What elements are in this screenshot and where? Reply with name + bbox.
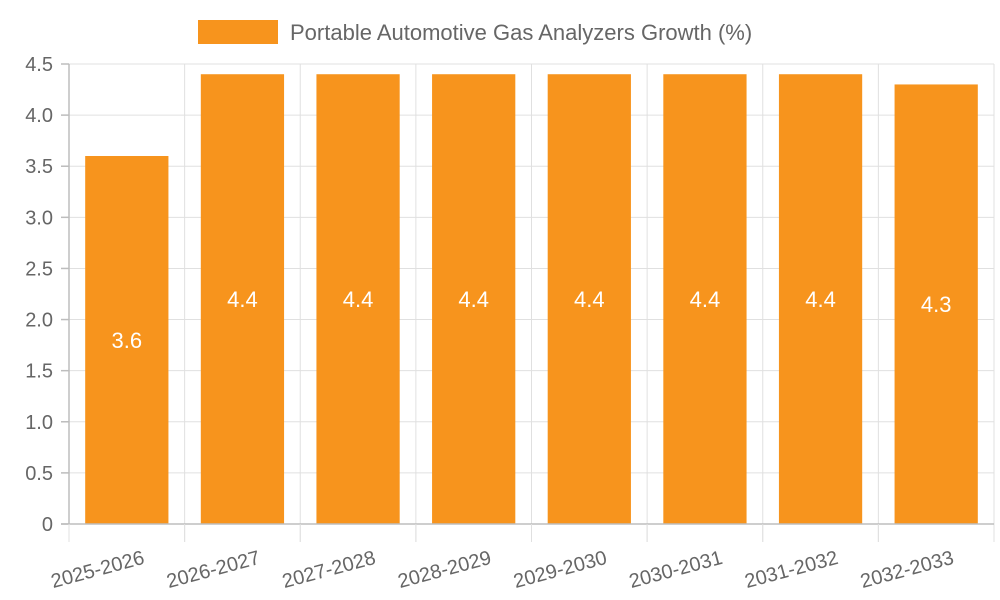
y-tick-label: 1.0	[25, 412, 53, 434]
data-label: 4.4	[690, 287, 721, 312]
bar[interactable]	[316, 74, 400, 524]
x-tick-label: 2030-2031	[627, 547, 725, 593]
x-tick-label: 2026-2027	[164, 547, 262, 593]
y-tick-label: 3.0	[25, 207, 53, 229]
bar[interactable]	[200, 74, 285, 524]
x-tick-label: 2029-2030	[511, 547, 609, 593]
data-label: 4.4	[574, 287, 605, 312]
y-tick-label: 0	[42, 514, 53, 536]
y-tick-label: 1.5	[25, 361, 53, 383]
x-tick-label: 2028-2029	[396, 547, 494, 593]
data-labels: 3.6 4.4 4.4 4.4 4.4 4.4 4.4 4.3	[112, 287, 952, 353]
bar[interactable]	[547, 74, 631, 524]
data-label: 3.6	[112, 328, 143, 353]
x-axis-ticks: 2025-2026 2026-2027 2027-2028 2028-2029 2029…	[49, 524, 956, 593]
y-axis-ticks: 0 0.5 1.0 1.5 2.0 2.5 3.0 3.5 4.0 4.5	[25, 54, 69, 536]
bar[interactable]	[85, 156, 169, 524]
data-label: 4.3	[921, 292, 952, 317]
x-tick-label: 2031-2032	[742, 547, 840, 593]
y-tick-label: 3.5	[25, 156, 53, 178]
bar[interactable]	[663, 74, 747, 524]
legend-label: Portable Automotive Gas Analyzers Growth…	[290, 20, 752, 45]
data-label: 4.4	[227, 287, 258, 312]
x-tick-label: 2027-2028	[280, 547, 378, 593]
bars	[85, 74, 978, 524]
y-tick-label: 4.5	[25, 54, 53, 76]
bar[interactable]	[894, 84, 978, 524]
bar[interactable]	[432, 74, 516, 524]
y-tick-label: 0.5	[25, 463, 53, 485]
bar[interactable]	[778, 74, 863, 524]
legend-swatch	[198, 20, 278, 44]
y-tick-label: 2.5	[25, 258, 53, 280]
y-tick-label: 4.0	[25, 105, 53, 127]
data-label: 4.4	[805, 287, 836, 312]
data-label: 4.4	[343, 287, 374, 312]
axes	[61, 64, 994, 525]
legend[interactable]: Portable Automotive Gas Analyzers Growth…	[198, 20, 752, 45]
data-label: 4.4	[458, 287, 489, 312]
y-tick-label: 2.0	[25, 310, 53, 332]
x-tick-label: 2032-2033	[858, 547, 956, 593]
x-tick-label: 2025-2026	[49, 547, 147, 593]
